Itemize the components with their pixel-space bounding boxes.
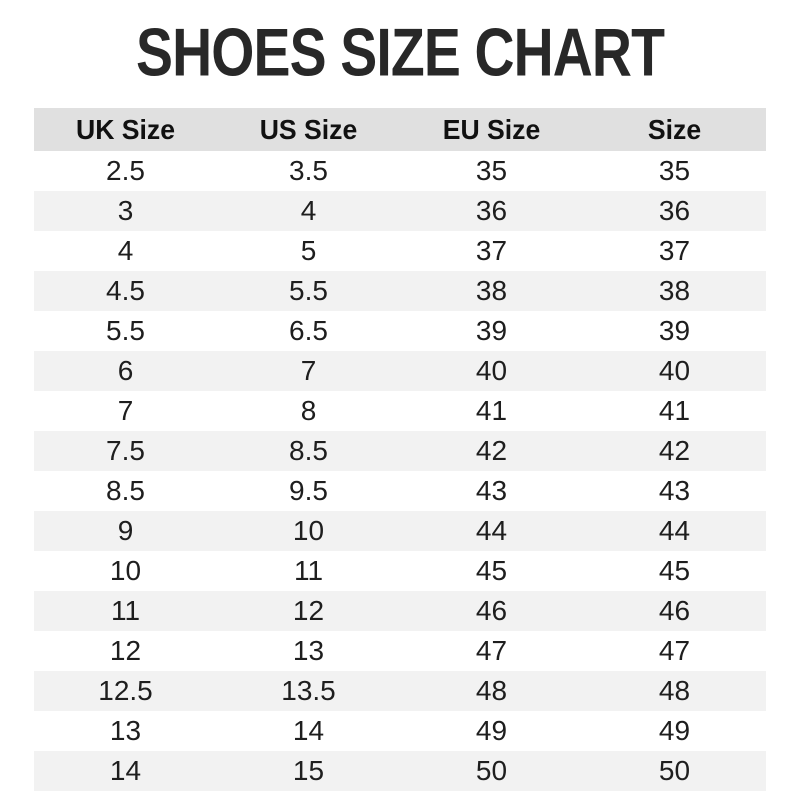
column-header-uk-size: UK Size <box>75 113 176 145</box>
table-body: 2.5 3.5 35 35 3 4 36 36 4 5 37 37 4.5 5.5 38 38 5.5 6.5 39… <box>34 151 766 791</box>
table-cell: 40 <box>658 355 691 386</box>
table-cell: 3.5 <box>289 155 328 186</box>
table-cell: 4 <box>117 235 134 266</box>
table-cell: 13 <box>292 635 325 666</box>
table-cell: 47 <box>658 635 691 666</box>
table-cell: 36 <box>475 195 508 226</box>
table-cell: 38 <box>658 275 691 306</box>
page-title: SHOES SIZE CHART <box>135 15 665 91</box>
table-cell: 40 <box>475 355 508 386</box>
table-cell: 4.5 <box>106 275 145 306</box>
table-cell: 15 <box>292 755 325 786</box>
table-row: 12 13 47 47 <box>34 631 766 671</box>
table-cell: 37 <box>658 235 691 266</box>
table-row: 2.5 3.5 35 35 <box>34 151 766 191</box>
table-cell: 12 <box>292 595 325 626</box>
table-cell: 6 <box>117 355 134 386</box>
table-cell: 12.5 <box>98 675 153 706</box>
table-cell: 9 <box>117 515 134 546</box>
table-cell: 14 <box>109 755 142 786</box>
table-cell: 48 <box>658 675 691 706</box>
title-area: SHOES SIZE CHART <box>0 0 800 108</box>
table-row: 4 5 37 37 <box>34 231 766 271</box>
table-cell: 14 <box>292 715 325 746</box>
table-cell: 41 <box>475 395 508 426</box>
table-cell: 36 <box>658 195 691 226</box>
table-cell: 2.5 <box>106 155 145 186</box>
table-row: 6 7 40 40 <box>34 351 766 391</box>
table-cell: 4 <box>300 195 317 226</box>
table-cell: 10 <box>292 515 325 546</box>
table-cell: 42 <box>475 435 508 466</box>
table-cell: 41 <box>658 395 691 426</box>
table-row: 12.5 13.5 48 48 <box>34 671 766 711</box>
table-row: 11 12 46 46 <box>34 591 766 631</box>
table-cell: 7 <box>117 395 134 426</box>
table-row: 9 10 44 44 <box>34 511 766 551</box>
table-row: 14 15 50 50 <box>34 751 766 791</box>
column-header-us-size: US Size <box>259 113 358 145</box>
table-cell: 11 <box>110 595 141 626</box>
table-cell: 46 <box>658 595 691 626</box>
table-cell: 50 <box>475 755 508 786</box>
table-cell: 38 <box>475 275 508 306</box>
table-header-row: UK Size US Size EU Size Size <box>34 108 766 151</box>
table-cell: 3 <box>117 195 134 226</box>
table-cell: 45 <box>475 555 508 586</box>
table-cell: 50 <box>658 755 691 786</box>
size-chart-table: UK Size US Size EU Size Size 2.5 3.5 35 35 3… <box>34 108 766 791</box>
table-cell: 44 <box>658 515 691 546</box>
table-cell: 8.5 <box>289 435 328 466</box>
table-cell: 48 <box>475 675 508 706</box>
table-cell: 49 <box>475 715 508 746</box>
table-cell: 44 <box>475 515 508 546</box>
table-cell: 43 <box>658 475 691 506</box>
table-cell: 13.5 <box>281 675 336 706</box>
table-cell: 39 <box>475 315 508 346</box>
table-header: UK Size US Size EU Size Size <box>34 108 766 151</box>
table-cell: 6.5 <box>289 315 328 346</box>
table-cell: 42 <box>658 435 691 466</box>
table-cell: 13 <box>109 715 142 746</box>
table-cell: 11 <box>293 555 324 586</box>
table-row: 3 4 36 36 <box>34 191 766 231</box>
table-cell: 8.5 <box>106 475 145 506</box>
table-cell: 9.5 <box>289 475 328 506</box>
table-cell: 35 <box>658 155 691 186</box>
table-cell: 10 <box>109 555 142 586</box>
table-cell: 7 <box>300 355 317 386</box>
table-cell: 43 <box>475 475 508 506</box>
table-cell: 49 <box>658 715 691 746</box>
table-cell: 5.5 <box>106 315 145 346</box>
column-header-eu-size: EU Size <box>442 113 541 145</box>
table-row: 7.5 8.5 42 42 <box>34 431 766 471</box>
table-row: 8.5 9.5 43 43 <box>34 471 766 511</box>
table-cell: 47 <box>475 635 508 666</box>
table-cell: 7.5 <box>106 435 145 466</box>
table-cell: 5 <box>300 235 317 266</box>
table-cell: 5.5 <box>289 275 328 306</box>
table-row: 4.5 5.5 38 38 <box>34 271 766 311</box>
table-cell: 12 <box>109 635 142 666</box>
table-row: 5.5 6.5 39 39 <box>34 311 766 351</box>
table-cell: 45 <box>658 555 691 586</box>
table-row: 10 11 45 45 <box>34 551 766 591</box>
table-cell: 39 <box>658 315 691 346</box>
table-row: 13 14 49 49 <box>34 711 766 751</box>
table-cell: 35 <box>475 155 508 186</box>
table-row: 7 8 41 41 <box>34 391 766 431</box>
table-cell: 8 <box>300 395 317 426</box>
table-cell: 46 <box>475 595 508 626</box>
column-header-size: Size <box>647 113 702 145</box>
table-cell: 37 <box>475 235 508 266</box>
